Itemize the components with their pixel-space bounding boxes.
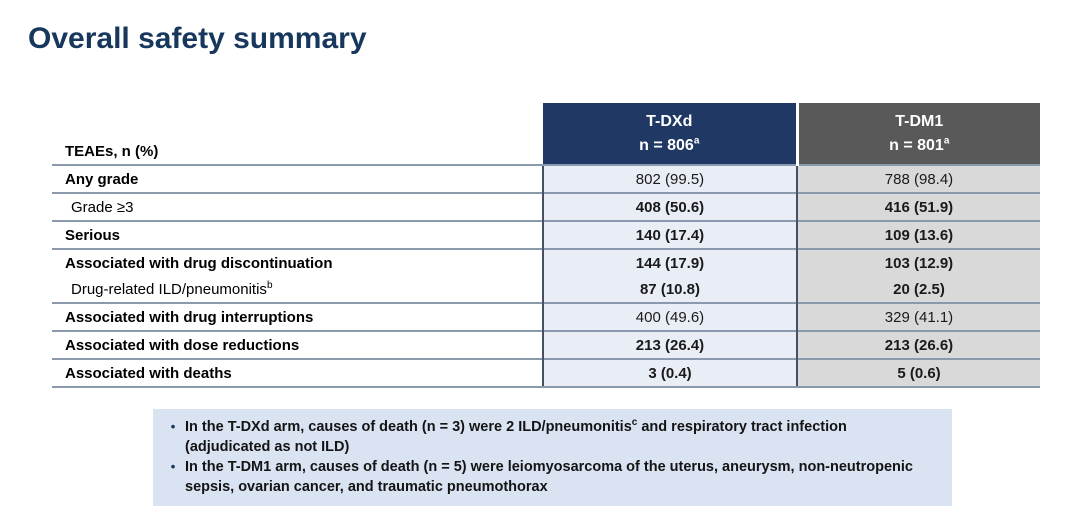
table-row: Drug-related ILD/pneumonitisb 87 (10.8) 20… xyxy=(52,277,1040,303)
table-row: Any grade 802 (99.5) 788 (98.4) xyxy=(52,164,1040,193)
notes-box: • In the T-DXd arm, causes of death (n = … xyxy=(153,409,952,506)
table-row: Associated with drug interruptions 400 (4… xyxy=(52,302,1040,331)
value-cell-tdxd: 213 (26.4) xyxy=(542,330,797,359)
value-cell-tdm1: 788 (98.4) xyxy=(796,164,1040,193)
bullet-icon: • xyxy=(170,459,176,474)
note-bullet: • In the T-DXd arm, causes of death (n = … xyxy=(161,417,942,457)
row-label: Grade ≥3 xyxy=(52,192,543,221)
value-cell-tdm1: 103 (12.9) xyxy=(796,248,1040,277)
row-label: Serious xyxy=(52,220,543,249)
value-cell-tdxd: 87 (10.8) xyxy=(542,277,797,303)
column-header-tdm1-n: n = 801a xyxy=(889,135,950,154)
value-cell-tdm1: 213 (26.6) xyxy=(796,330,1040,359)
row-label: Associated with drug discontinuation xyxy=(52,248,543,277)
value-cell-tdxd: 408 (50.6) xyxy=(542,192,797,221)
value-cell-tdxd: 140 (17.4) xyxy=(542,220,797,249)
header-row: TEAEs, n (%) T-DXd n = 806a T-DM1 n = 80… xyxy=(52,103,1040,166)
value-cell-tdm1: 329 (41.1) xyxy=(796,302,1040,331)
page-title: Overall safety summary xyxy=(28,22,367,55)
value-cell-tdxd: 3 (0.4) xyxy=(542,358,797,388)
table-body: Any grade 802 (99.5) 788 (98.4) Grade ≥3 408… xyxy=(52,164,1040,388)
row-header-label: TEAEs, n (%) xyxy=(52,103,543,166)
table-row: Grade ≥3 408 (50.6) 416 (51.9) xyxy=(52,192,1040,221)
table-row: Associated with dose reductions 213 (26.4… xyxy=(52,330,1040,359)
table-row: Associated with drug discontinuation 144 … xyxy=(52,248,1040,277)
column-header-tdm1: T-DM1 n = 801a xyxy=(795,103,1040,166)
column-header-tdm1-name: T-DM1 xyxy=(895,112,944,130)
note-bullet-text: In the T-DXd arm, causes of death (n = 3… xyxy=(185,417,847,455)
value-cell-tdm1: 20 (2.5) xyxy=(796,277,1040,303)
value-cell-tdm1: 5 (0.6) xyxy=(796,358,1040,388)
column-header-tdxd-name: T-DXd xyxy=(646,112,693,130)
table-header: TEAEs, n (%) T-DXd n = 806a T-DM1 n = 80… xyxy=(52,103,1040,166)
column-header-tdxd-n: n = 806a xyxy=(639,135,700,154)
safety-summary-table: TEAEs, n (%) T-DXd n = 806a T-DM1 n = 80… xyxy=(52,103,1040,388)
notes-bullet-list: • In the T-DXd arm, causes of death (n = … xyxy=(161,417,942,497)
row-label: Associated with dose reductions xyxy=(52,330,543,359)
value-cell-tdm1: 109 (13.6) xyxy=(796,220,1040,249)
row-label: Associated with deaths xyxy=(52,358,543,388)
value-cell-tdm1: 416 (51.9) xyxy=(796,192,1040,221)
table-row: Serious 140 (17.4) 109 (13.6) xyxy=(52,220,1040,249)
value-cell-tdxd: 144 (17.9) xyxy=(542,248,797,277)
row-label: Associated with drug interruptions xyxy=(52,302,543,331)
bullet-icon: • xyxy=(170,419,176,434)
table-row: Associated with deaths 3 (0.4) 5 (0.6) xyxy=(52,358,1040,388)
row-label: Drug-related ILD/pneumonitisb xyxy=(71,280,273,299)
value-cell-tdxd: 802 (99.5) xyxy=(542,164,797,193)
column-header-tdxd: T-DXd n = 806a xyxy=(543,103,797,166)
note-bullet: • In the T-DM1 arm, causes of death (n = … xyxy=(161,457,942,497)
note-bullet-text: In the T-DM1 arm, causes of death (n = 5… xyxy=(185,459,913,495)
value-cell-tdxd: 400 (49.6) xyxy=(542,302,797,331)
row-label: Any grade xyxy=(52,164,543,193)
